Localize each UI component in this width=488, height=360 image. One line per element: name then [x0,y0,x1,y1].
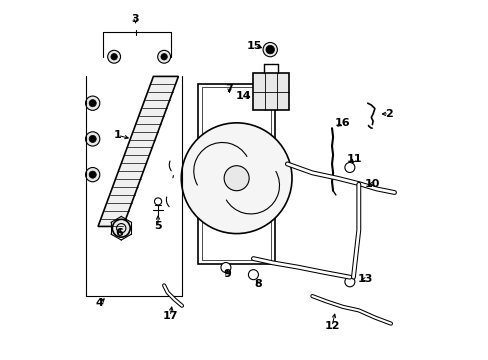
Circle shape [89,100,96,107]
Text: 1: 1 [114,130,122,140]
Text: 6: 6 [115,228,122,238]
Text: 3: 3 [131,14,139,24]
Text: 8: 8 [254,279,262,289]
Circle shape [89,135,96,143]
Text: 2: 2 [385,109,392,119]
Circle shape [344,162,354,172]
Circle shape [221,262,230,273]
Bar [253,73,288,111]
Text: 13: 13 [357,274,372,284]
Circle shape [344,277,354,287]
Circle shape [224,166,248,191]
Text: 11: 11 [346,154,362,164]
Text: 12: 12 [324,321,339,332]
Text: 9: 9 [223,269,231,279]
Text: 17: 17 [162,311,178,321]
Text: 14: 14 [236,91,251,101]
Polygon shape [98,76,178,226]
Text: 5: 5 [154,221,162,231]
Circle shape [181,123,291,234]
Circle shape [248,270,258,280]
Circle shape [111,54,117,60]
Circle shape [112,219,130,237]
Text: 15: 15 [246,41,262,51]
Circle shape [157,50,170,63]
Circle shape [265,45,274,54]
Text: 7: 7 [225,84,233,94]
Text: 16: 16 [334,118,350,128]
Text: 4: 4 [96,298,103,308]
Circle shape [85,132,100,146]
Circle shape [263,42,277,57]
Circle shape [161,54,167,60]
Circle shape [85,96,100,111]
Bar [198,84,274,264]
Text: 10: 10 [364,179,379,189]
Circle shape [89,171,96,178]
Circle shape [85,167,100,182]
Bar [201,87,271,260]
Circle shape [107,50,121,63]
